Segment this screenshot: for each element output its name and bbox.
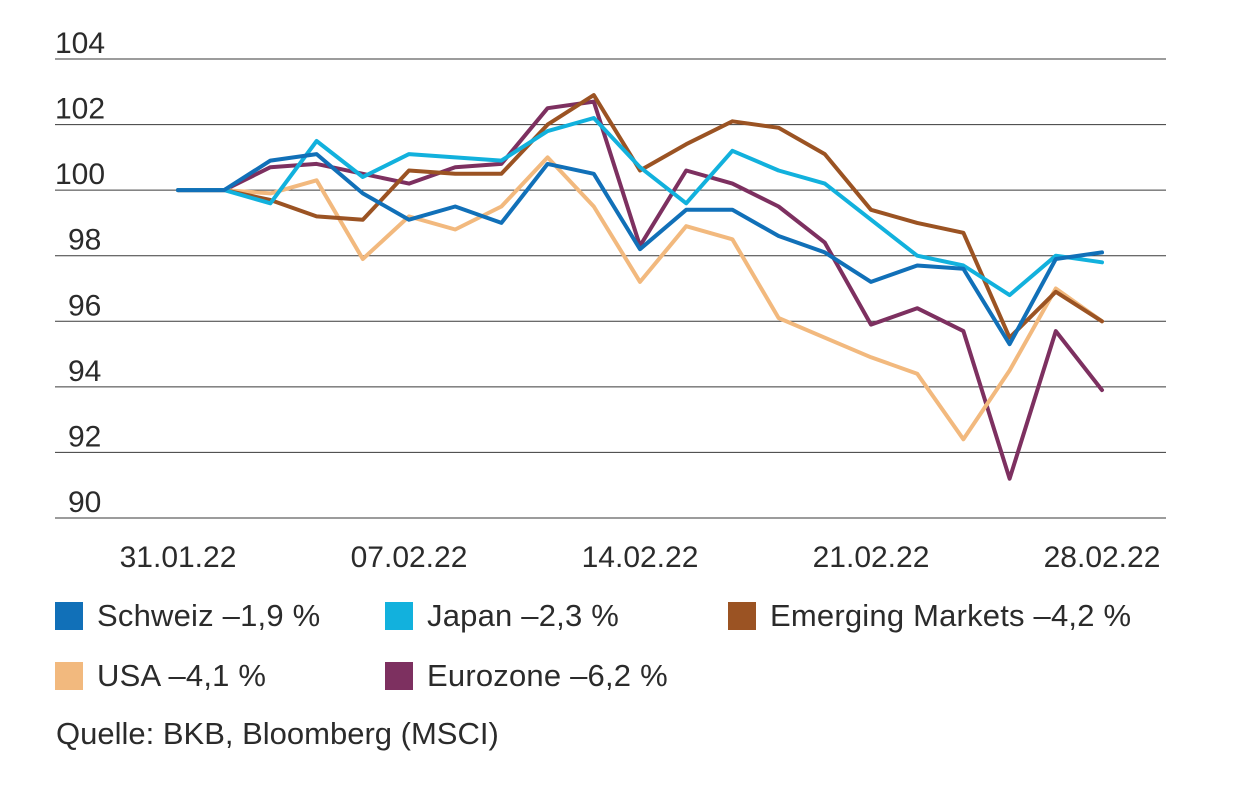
- legend-label: Emerging Markets –4,2 %: [770, 598, 1132, 633]
- x-tick-label: 31.01.22: [120, 541, 237, 574]
- legend-label: Schweiz –1,9 %: [97, 598, 321, 633]
- y-tick-label: 90: [68, 486, 101, 519]
- series-line-4: [176, 99, 1104, 481]
- y-tick-label: 102: [55, 93, 105, 126]
- x-tick-label: 07.02.22: [351, 541, 468, 574]
- x-tick-label: 14.02.22: [582, 541, 699, 574]
- legend-label: Eurozone –6,2 %: [427, 658, 668, 693]
- source-note: Quelle: BKB, Bloomberg (MSCI): [56, 716, 499, 751]
- y-tick-label: 100: [55, 158, 105, 191]
- y-axis-tick-labels: 104 102 100 98 96 94 92 90: [55, 27, 105, 519]
- y-tick-label: 104: [55, 27, 105, 60]
- series-line-0: [176, 152, 1104, 347]
- legend-item-schweiz: Schweiz –1,9 %: [55, 596, 320, 636]
- legend-swatch: [55, 602, 83, 630]
- series-line-1: [176, 116, 1104, 298]
- legend-swatch: [55, 662, 83, 690]
- series-line-3: [176, 155, 1104, 442]
- legend-item-eurozone: Eurozone –6,2 %: [385, 656, 668, 696]
- legend-label: Japan –2,3 %: [427, 598, 619, 633]
- x-axis-tick-labels: 31.01.22 07.02.22 14.02.22 21.02.22 28.02.22: [120, 541, 1161, 574]
- legend-swatch: [728, 602, 756, 630]
- series-line-2: [176, 93, 1104, 340]
- y-tick-label: 96: [68, 289, 101, 322]
- legend-label: USA –4,1 %: [97, 658, 267, 693]
- y-tick-label: 94: [68, 355, 101, 388]
- x-tick-label: 28.02.22: [1044, 541, 1161, 574]
- series-lines: [176, 93, 1104, 481]
- y-tick-label: 98: [68, 224, 101, 257]
- legend-item-emerging-markets: Emerging Markets –4,2 %: [728, 596, 1131, 636]
- y-tick-label: 92: [68, 420, 101, 453]
- legend-swatch: [385, 662, 413, 690]
- legend-item-japan: Japan –2,3 %: [385, 596, 619, 636]
- x-tick-label: 21.02.22: [813, 541, 930, 574]
- legend-item-usa: USA –4,1 %: [55, 656, 266, 696]
- legend-swatch: [385, 602, 413, 630]
